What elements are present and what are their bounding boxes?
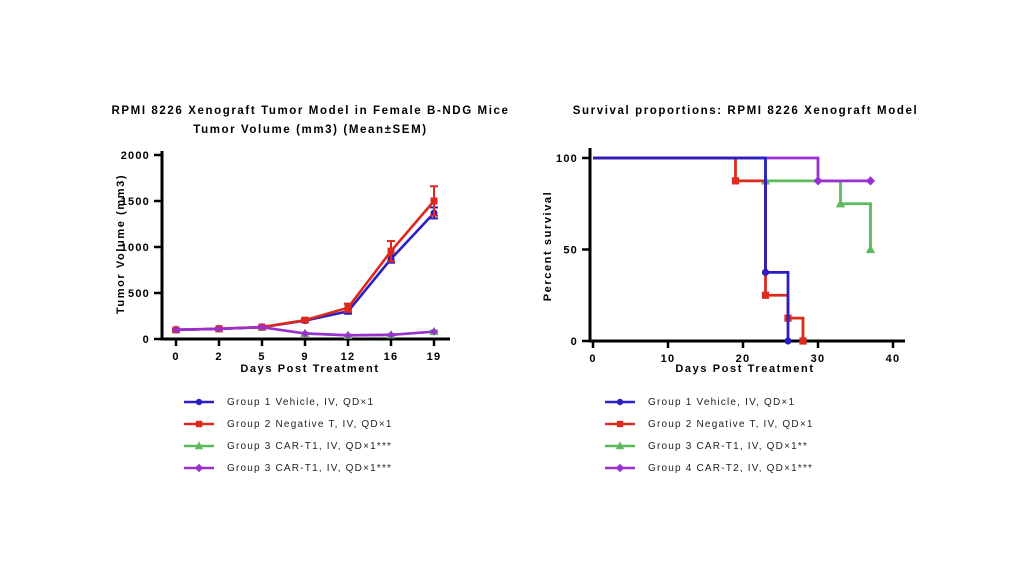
tumor-point-diamond-marker <box>258 323 266 332</box>
survival-point-circle-marker <box>761 268 770 276</box>
survival-point-square-marker <box>761 291 770 299</box>
legend-item-label: Group 3 CAR-T1, IV, QD×1*** <box>227 440 393 452</box>
legend-triangle-marker <box>194 441 204 450</box>
tumor-point-square-marker <box>430 197 438 205</box>
tick-label: 20 <box>736 353 751 365</box>
legend-diamond-marker <box>615 463 625 473</box>
tumor-point-diamond-marker <box>172 326 180 334</box>
survival-axes: 0 50 100 0 10 20 30 40 <box>556 148 905 365</box>
tumor-point-diamond-marker <box>301 329 309 338</box>
tick-label: 5 <box>258 351 265 363</box>
tumor-chart-legend: Group 1 Vehicle, IV, QD×1 Group 2 Negativ… <box>183 391 393 479</box>
tumor-point-square-marker <box>344 304 352 312</box>
tick-label: 16 <box>384 351 399 363</box>
legend-diamond-marker <box>194 463 204 473</box>
survival-series-green <box>593 156 876 254</box>
tumor-series-purple <box>172 323 438 340</box>
legend-triangle-swatch <box>184 441 214 450</box>
legend-item: Group 2 Negative T, IV, QD×1 <box>604 413 814 435</box>
legend-item-label: Group 3 CAR-T1, IV, QD×1*** <box>227 462 393 474</box>
tumor-volume-plot: 0 500 1000 1500 2000 0 2 5 9 12 16 19 <box>121 150 450 363</box>
survival-point-square-marker <box>731 177 740 185</box>
survival-series-blue <box>593 156 792 345</box>
tick-label: 10 <box>661 353 676 365</box>
legend-square-marker <box>195 420 203 428</box>
tumor-point-diamond-marker <box>215 325 223 333</box>
legend-item: Group 3 CAR-T1, IV, QD×1*** <box>183 435 393 457</box>
legend-item: Group 2 Negative T, IV, QD×1 <box>183 413 393 435</box>
tick-label: 9 <box>301 351 308 363</box>
tumor-point-square-marker <box>387 247 395 255</box>
tick-label: 2000 <box>121 150 150 162</box>
survival-point-diamond-marker <box>813 176 823 186</box>
legend-triangle-marker <box>615 441 625 450</box>
legend-item-label: Group 2 Negative T, IV, QD×1 <box>227 418 393 430</box>
legend-item: Group 3 CAR-T1, IV, QD×1** <box>604 435 814 457</box>
legend-square-marker <box>616 420 624 428</box>
tick-label: 1000 <box>121 242 150 254</box>
tick-label: 2 <box>215 351 222 363</box>
tumor-chart-title-line2: Tumor Volume (mm3) (Mean±SEM) <box>193 124 428 136</box>
survival-chart-title: Survival proportions: RPMI 8226 Xenograf… <box>572 105 919 117</box>
legend-triangle-swatch <box>605 441 635 450</box>
survival-plot: 0 50 100 0 10 20 30 40 <box>556 148 905 365</box>
legend-item: Group 1 Vehicle, IV, QD×1 <box>183 391 393 413</box>
legend-circle-marker <box>195 398 203 406</box>
tick-label: 100 <box>556 153 578 165</box>
tick-label: 50 <box>563 245 578 257</box>
tick-label: 0 <box>143 334 150 346</box>
legend-diamond-swatch <box>605 463 635 473</box>
legend-item-label: Group 4 CAR-T2, IV, QD×1*** <box>648 462 814 474</box>
legend-item-label: Group 1 Vehicle, IV, QD×1 <box>648 396 796 408</box>
survival-point-circle-marker <box>784 337 792 345</box>
tick-label: 12 <box>341 351 356 363</box>
survival-chart-legend: Group 1 Vehicle, IV, QD×1 Group 2 Negativ… <box>604 391 814 479</box>
legend-item-label: Group 1 Vehicle, IV, QD×1 <box>227 396 375 408</box>
tumor-series-red <box>172 185 438 334</box>
legend-item: Group 4 CAR-T2, IV, QD×1*** <box>604 457 814 479</box>
tumor-series-blue <box>172 206 438 334</box>
tumor-chart-title: RPMI 8226 Xenograft Tumor Model in Femal… <box>58 102 563 140</box>
tick-label: 30 <box>811 353 826 365</box>
legend-square-swatch <box>184 420 214 428</box>
tick-label: 19 <box>427 351 442 363</box>
survival-series-red <box>593 156 807 345</box>
tumor-point-diamond-marker <box>430 327 438 336</box>
survival-point-square-marker <box>799 337 807 345</box>
tumor-point-diamond-marker <box>344 331 352 340</box>
tumor-point-diamond-marker <box>387 331 395 339</box>
tumor-axes: 0 500 1000 1500 2000 0 2 5 9 12 16 19 <box>121 150 450 363</box>
tumor-chart-title-line1: RPMI 8226 Xenograft Tumor Model in Femal… <box>111 105 510 117</box>
legend-item: Group 1 Vehicle, IV, QD×1 <box>604 391 814 413</box>
tick-label: 40 <box>886 353 901 365</box>
tick-label: 0 <box>571 336 578 348</box>
survival-point-triangle-marker <box>865 244 876 254</box>
tumor-x-axis-label: Days Post Treatment <box>240 363 380 375</box>
tick-label: 1500 <box>121 196 150 208</box>
tick-label: 0 <box>172 351 179 363</box>
legend-square-swatch <box>605 420 635 428</box>
legend-item-label: Group 3 CAR-T1, IV, QD×1** <box>648 440 809 452</box>
legend-circle-marker <box>616 398 624 406</box>
tick-label: 0 <box>589 353 596 365</box>
legend-circle-swatch <box>184 398 214 406</box>
legend-item: Group 3 CAR-T1, IV, QD×1*** <box>183 457 393 479</box>
legend-item-label: Group 2 Negative T, IV, QD×1 <box>648 418 814 430</box>
tick-label: 500 <box>128 288 150 300</box>
legend-diamond-swatch <box>184 463 214 473</box>
legend-circle-swatch <box>605 398 635 406</box>
survival-x-axis-label: Days Post Treatment <box>675 363 815 375</box>
tumor-point-square-marker <box>301 316 309 324</box>
survival-point-diamond-marker <box>865 176 876 186</box>
survival-point-triangle-marker <box>835 198 846 208</box>
